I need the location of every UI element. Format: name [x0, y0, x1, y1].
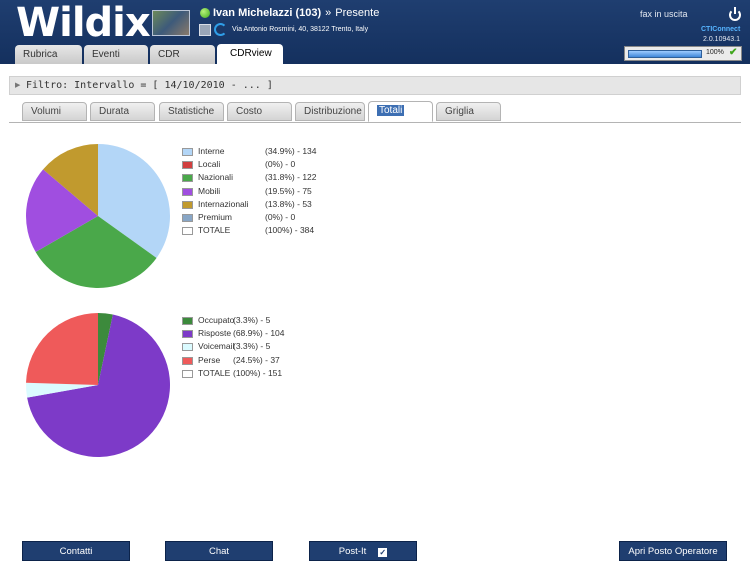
- legend-value: (100%) - 384: [265, 225, 315, 236]
- legend-label: Internazionali: [198, 198, 249, 209]
- fax-outgoing-label[interactable]: fax in uscita: [640, 9, 688, 19]
- status-dot-icon: [200, 8, 210, 18]
- legend-value: (68.9%) - 104: [233, 328, 285, 339]
- legend-label: TOTALE: [198, 225, 231, 236]
- legend-label: Nazionali: [198, 172, 233, 183]
- tab-label: Distribuzione: [304, 106, 362, 117]
- tab-eventi[interactable]: Eventi: [84, 45, 148, 64]
- tab-label: Volumi: [31, 106, 62, 117]
- expand-arrow-icon[interactable]: ▶: [15, 82, 21, 89]
- legend-label: Premium: [198, 211, 233, 222]
- filter-text: Filtro: Intervallo = [ 14/10/2010 - ... …: [26, 80, 273, 91]
- legend-label: TOTALE: [198, 367, 231, 378]
- pie-slice-voicemail: [25, 382, 98, 398]
- legend-swatch: [182, 317, 193, 325]
- tab-totali[interactable]: Totali: [368, 101, 433, 122]
- pie-slice-occupato: [98, 313, 113, 385]
- tab-costo[interactable]: Costo: [227, 102, 292, 121]
- tab-volumi[interactable]: Volumi: [22, 102, 87, 121]
- contatti-button[interactable]: Contatti: [22, 541, 130, 561]
- legend-swatch: [182, 356, 193, 365]
- postit-label: Post-It: [338, 546, 367, 557]
- legend-value: (0%) - 0: [265, 211, 296, 222]
- filter-bar[interactable]: ▶ Filtro: Intervallo = [ 14/10/2010 - ..…: [9, 76, 741, 95]
- pie-slice-perse: [26, 313, 99, 385]
- location-icon: [199, 24, 211, 36]
- avatar[interactable]: [152, 10, 190, 36]
- legend-value: (19.5%) - 75: [265, 185, 312, 196]
- tab-label: Griglia: [445, 106, 474, 117]
- legend-swatch: [182, 148, 193, 156]
- legend-value: (3.3%) - 5: [233, 315, 271, 325]
- tab-statistiche[interactable]: Statistiche: [159, 102, 224, 121]
- product-name: CTIConnect: [701, 26, 741, 33]
- legend-value: (24.5%) - 37: [233, 354, 280, 365]
- legend-swatch: [182, 213, 193, 222]
- separator: »: [325, 7, 332, 19]
- pie-slice-mobili: [25, 169, 98, 252]
- legend-label: Perse: [198, 354, 221, 365]
- progress-fill: [628, 50, 702, 58]
- legend-swatch: [182, 174, 193, 183]
- legend-label: Locali: [198, 159, 221, 170]
- pie-chart-call-outcomes: [25, 313, 170, 457]
- chat-button[interactable]: Chat: [165, 541, 273, 561]
- tab-durata[interactable]: Durata: [90, 102, 155, 121]
- tab-cdrview[interactable]: CDRview: [217, 44, 283, 64]
- legend-swatch: [182, 330, 193, 339]
- user-extension: (103): [295, 7, 322, 19]
- pie-slice-interne: [98, 144, 170, 258]
- tab-rubrica[interactable]: Rubrica: [15, 45, 82, 64]
- legend-value: (100%) - 151: [233, 367, 283, 378]
- legend-value: (34.9%) - 134: [265, 146, 317, 156]
- tab-label: Costo: [236, 106, 263, 117]
- tab-cdr[interactable]: CDR: [150, 45, 215, 64]
- apri-posto-operatore-button[interactable]: Apri Posto Operatore: [619, 541, 727, 561]
- wildix-logo: Wildix: [16, 0, 151, 46]
- legend-label: Risposte: [198, 328, 232, 339]
- legend-label: Voicemail: [198, 341, 235, 352]
- tab-griglia[interactable]: Griglia: [436, 102, 501, 121]
- user-name: Ivan Michelazzi: [213, 7, 293, 19]
- version-label: 2.0.10943.1: [703, 36, 740, 43]
- legend-value: (0%) - 0: [265, 159, 296, 170]
- legend-value: (3.3%) - 5: [233, 341, 271, 352]
- legend-label: Mobili: [198, 185, 221, 196]
- progress-label: 100%: [706, 49, 724, 56]
- progress-indicator: 100% ✔: [624, 46, 742, 61]
- legend-label: Occupato: [198, 315, 235, 325]
- legend-value: (31.8%) - 122: [265, 172, 317, 183]
- sync-icon: [214, 23, 227, 36]
- postit-button[interactable]: Post-It ✓: [309, 541, 417, 561]
- legend-swatch: [182, 227, 193, 236]
- pie-slice-internazionali: [43, 144, 98, 216]
- legend-value: (13.8%) - 53: [265, 198, 312, 209]
- user-address: Via Antonio Rosmini, 40, 38122 Trento, I…: [232, 26, 369, 33]
- power-icon[interactable]: [729, 7, 741, 21]
- presence-status[interactable]: Presente: [335, 7, 380, 19]
- legend-swatch: [182, 187, 193, 196]
- check-icon: ✔: [729, 47, 738, 58]
- user-info[interactable]: Ivan Michelazzi (103)» Presente: [213, 7, 379, 19]
- tab-label: Statistiche: [168, 106, 215, 117]
- pie-slice-risposte: [27, 314, 170, 457]
- pie-slice-nazionali: [35, 216, 157, 288]
- tab-distribuzione[interactable]: Distribuzione: [295, 102, 365, 121]
- legend-label: Interne: [198, 146, 225, 156]
- legend-swatch: [182, 369, 193, 378]
- tab-label: Totali: [377, 105, 405, 116]
- legend-swatch: [182, 343, 193, 352]
- postit-checkbox[interactable]: ✓: [378, 548, 388, 557]
- tab-label: Durata: [99, 106, 130, 117]
- legend-swatch: [182, 161, 193, 170]
- tab-divider: [9, 122, 741, 123]
- header: Wildix Ivan Michelazzi (103)» Presente Via…: [0, 0, 750, 64]
- legend-swatch: [182, 200, 193, 209]
- pie-chart-call-types: [25, 144, 170, 288]
